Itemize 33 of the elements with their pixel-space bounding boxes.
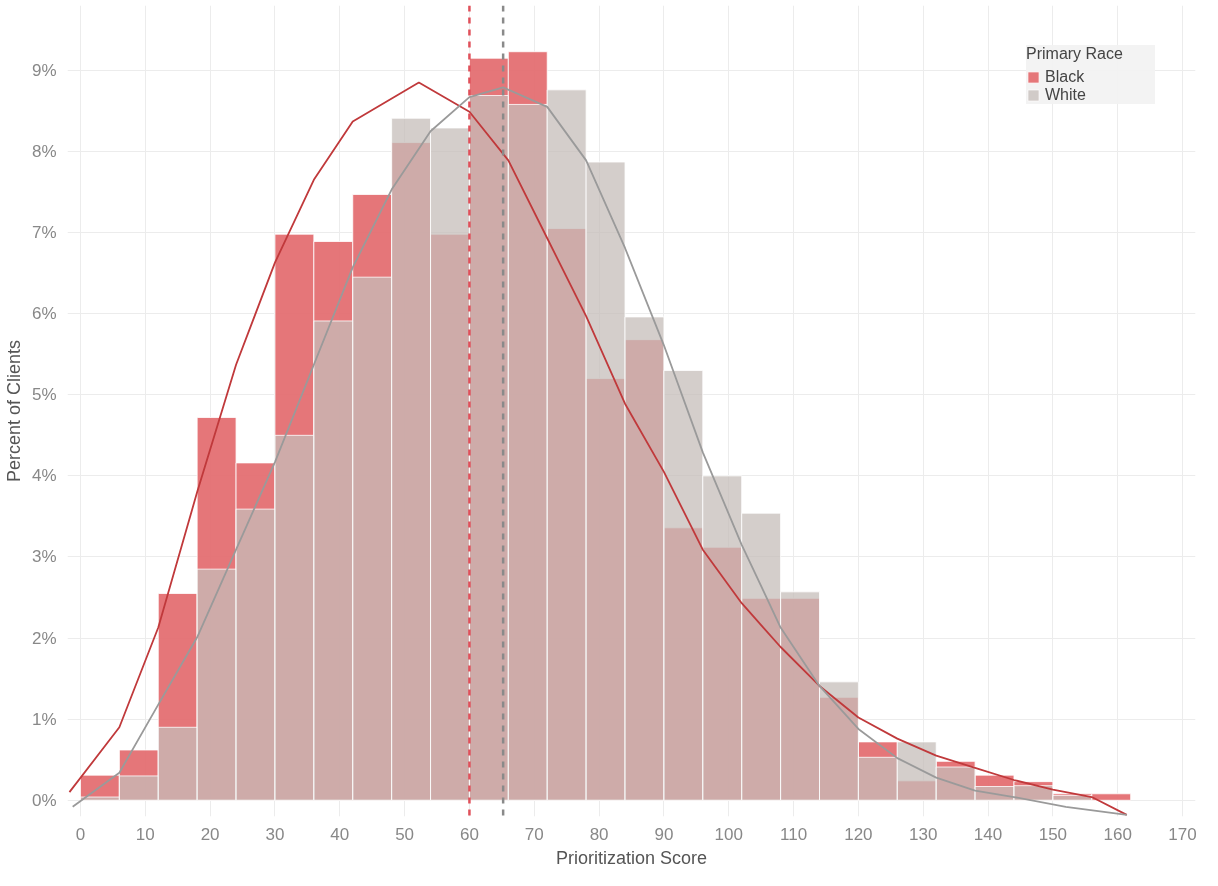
x-tick-label: 60 (459, 824, 479, 844)
x-tick-label: 30 (265, 824, 285, 844)
y-tick-label: 2% (31, 628, 57, 648)
x-tick-label: 100 (714, 824, 743, 844)
y-tick-label: 7% (31, 223, 57, 243)
y-tick-label: 4% (31, 466, 57, 486)
x-tick-label: 10 (135, 824, 155, 844)
y-tick-label: 1% (31, 709, 57, 729)
x-tick-label: 80 (589, 824, 609, 844)
x-tick-label: 120 (844, 824, 873, 844)
x-axis-title: Prioritization Score (555, 847, 708, 868)
x-tick-label: 0 (75, 824, 86, 844)
y-tick-label: 5% (31, 385, 57, 405)
x-tick-label: 20 (200, 824, 220, 844)
x-tick-label: 150 (1038, 824, 1068, 844)
x-tick-label: 130 (909, 824, 938, 844)
x-tick-label: 140 (973, 824, 1003, 844)
x-tick-label: 110 (780, 824, 808, 844)
x-tick-label: 90 (654, 824, 674, 844)
y-tick-label: 9% (31, 60, 57, 80)
legend-label: White (1045, 86, 1087, 104)
y-tick-label: 3% (31, 547, 57, 567)
y-axis-title: Percent of Clients (3, 339, 24, 483)
x-tick-label: 70 (524, 824, 544, 844)
legend-label: Black (1045, 68, 1086, 86)
x-tick-label: 170 (1168, 824, 1197, 844)
y-tick-label: 6% (31, 304, 57, 324)
x-tick-label: 160 (1103, 824, 1132, 844)
y-tick-label: 0% (31, 790, 57, 810)
y-tick-label: 8% (31, 141, 57, 161)
legend-title: Primary Race (1026, 45, 1124, 63)
x-tick-label: 50 (395, 824, 415, 844)
x-tick-label: 40 (330, 824, 350, 844)
